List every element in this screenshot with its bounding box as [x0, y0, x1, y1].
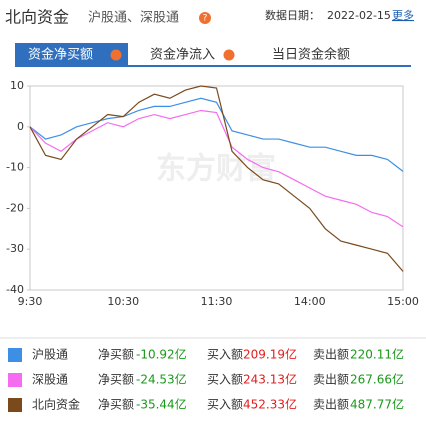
- x-tick-label: 11:30: [201, 295, 233, 308]
- help-icon[interactable]: [199, 12, 211, 24]
- tab[interactable]: 当日资金余额: [272, 47, 350, 63]
- legend-swatch: [8, 348, 22, 362]
- y-tick-label: -10: [6, 161, 24, 174]
- x-tick-label: 9:30: [18, 295, 43, 308]
- more-link[interactable]: 更多: [392, 8, 414, 22]
- y-tick-label: -20: [6, 201, 24, 214]
- column-label: 买入额: [207, 373, 243, 387]
- legend-name: 深股通: [32, 373, 68, 387]
- amount: -24.53亿: [136, 372, 187, 387]
- x-tick-label: 14:00: [294, 295, 326, 308]
- help-icon[interactable]: [223, 49, 235, 61]
- watermark: 东方财富: [156, 152, 276, 187]
- tab[interactable]: 资金净流入: [150, 47, 215, 63]
- title: 北向资金: [5, 8, 69, 27]
- amount: 220.11亿: [350, 347, 404, 362]
- x-tick-label: 15:00: [387, 295, 419, 308]
- date-label: 数据日期：: [265, 8, 320, 22]
- date: 2022-02-15: [327, 9, 391, 22]
- column-label: 卖出额: [313, 348, 349, 362]
- plot-frame: [29, 85, 404, 291]
- series-line: [29, 97, 404, 172]
- series-line: [29, 109, 404, 228]
- amount: 487.77亿: [350, 397, 404, 412]
- legend-name: 北向资金: [32, 397, 80, 412]
- subtitle: 沪股通、深股通: [88, 10, 179, 26]
- legend-swatch: [8, 398, 22, 412]
- y-tick-label: 0: [17, 120, 24, 133]
- tab-active[interactable]: [15, 43, 128, 66]
- amount: 209.19亿: [243, 347, 297, 362]
- series-line: [29, 85, 404, 272]
- amount: -35.44亿: [136, 397, 187, 412]
- column-label: 卖出额: [313, 398, 349, 412]
- tab[interactable]: 资金净买额: [28, 47, 93, 63]
- x-tick-label: 10:30: [107, 295, 139, 308]
- column-label: 净买额: [98, 373, 134, 387]
- legend-swatch: [8, 373, 22, 387]
- help-icon[interactable]: [110, 49, 122, 61]
- column-label: 买入额: [207, 398, 243, 412]
- y-tick-label: -30: [6, 242, 24, 255]
- legend-name: 沪股通: [32, 348, 68, 362]
- column-label: 卖出额: [313, 373, 349, 387]
- y-tick-label: -40: [6, 283, 24, 296]
- column-label: 净买额: [98, 348, 134, 362]
- column-label: 买入额: [207, 348, 243, 362]
- help-glyph: ?: [203, 14, 208, 24]
- amount: 267.66亿: [350, 372, 404, 387]
- amount: 243.13亿: [243, 372, 297, 387]
- column-label: 净买额: [98, 398, 134, 412]
- amount: -10.92亿: [136, 347, 187, 362]
- y-tick-label: 10: [10, 79, 24, 92]
- amount: 452.33亿: [243, 397, 297, 412]
